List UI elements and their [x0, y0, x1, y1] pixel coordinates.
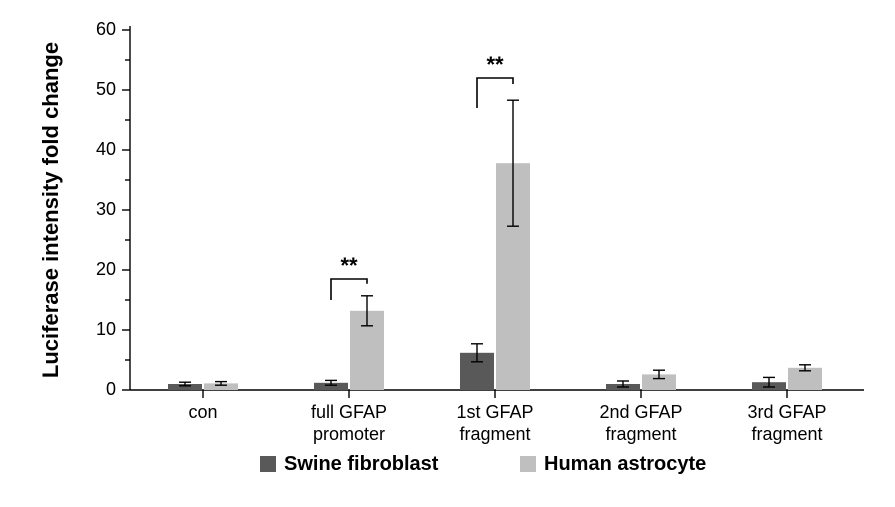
category-label: full GFAP	[311, 402, 387, 422]
category-label: 1st GFAP	[456, 402, 533, 422]
y-tick-label: 20	[96, 259, 116, 279]
y-tick-label: 0	[106, 379, 116, 399]
legend-label: Human astrocyte	[544, 453, 706, 475]
y-tick-label: 30	[96, 199, 116, 219]
y-tick-label: 60	[96, 19, 116, 39]
significance-label: **	[340, 253, 358, 278]
legend-swatch	[260, 456, 276, 472]
y-tick-label: 40	[96, 139, 116, 159]
category-label: fragment	[459, 424, 530, 444]
category-label: 3rd GFAP	[747, 402, 826, 422]
significance-bracket	[331, 279, 367, 300]
legend-label: Swine fibroblast	[284, 453, 439, 475]
y-axis-label: Luciferase intensity fold change	[38, 42, 63, 378]
y-tick-label: 10	[96, 319, 116, 339]
category-label: 2nd GFAP	[599, 402, 682, 422]
chart-container: { "chart": { "type": "bar", "width": 895…	[0, 0, 895, 507]
significance-label: **	[486, 52, 504, 77]
chart-svg: 0 10 20 30 40 50 60 Luciferase intensity fold c…	[0, 0, 895, 507]
category-label: promoter	[313, 424, 385, 444]
legend-swatch	[520, 456, 536, 472]
category-label: con	[188, 402, 217, 422]
category-label: fragment	[751, 424, 822, 444]
y-tick-label: 50	[96, 79, 116, 99]
category-label: fragment	[605, 424, 676, 444]
significance-bracket	[477, 78, 513, 108]
